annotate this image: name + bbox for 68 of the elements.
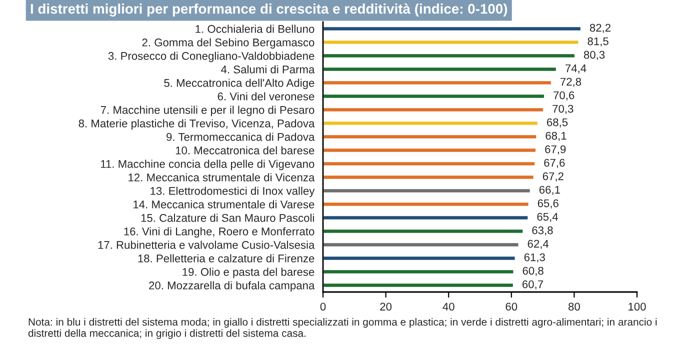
y-tick-label: 11. Macchine concia della pelle di Vigevano <box>100 160 314 170</box>
data-label: 68,5 <box>546 118 568 128</box>
y-tick-label: 19. Olio e pasta del barese <box>182 268 314 278</box>
y-tick-label: 5. Meccatronica dell'Alto Adige <box>164 78 314 90</box>
bar <box>323 242 520 248</box>
y-tick-label: 13. Elettrodomestici di Inox valley <box>150 186 315 198</box>
bar <box>323 201 530 208</box>
y-tick-label: 4. Salumi di Parma <box>221 65 315 74</box>
x-tick-label: 80 <box>568 302 580 311</box>
bar <box>323 134 538 140</box>
bar <box>323 255 516 262</box>
data-label: 63,8 <box>532 226 553 236</box>
data-label: 67,6 <box>544 158 565 168</box>
y-tick-label: 12. Meccanica strumentale di Vicenza <box>128 173 315 182</box>
data-label: 67,9 <box>545 145 566 155</box>
y-tick-label: 7. Macchine utensili e per il legno di Pesaro <box>100 106 314 116</box>
bar <box>323 52 576 59</box>
data-label: 60,8 <box>522 266 544 276</box>
y-tick-label: 15. Calzature di San Mauro Pascoli <box>141 214 314 222</box>
x-tick-label: 100 <box>628 302 646 311</box>
y-tick-label: 3. Prosecco di Conegliano-Valdobbiadene <box>108 52 314 62</box>
data-label: 80,3 <box>584 50 605 60</box>
data-label: 74,4 <box>566 64 586 74</box>
y-tick-label: 10. Meccatronica del barese <box>176 146 314 154</box>
data-label: 60,7 <box>522 280 543 290</box>
y-tick-label: 16. Vini di Langhe, Roero e Monferrato <box>124 227 314 238</box>
bar <box>323 120 539 126</box>
bar <box>323 93 546 100</box>
x-tick-label: 20 <box>380 302 392 311</box>
y-tick-label: 2. Gomma del Sebino Bergamasco <box>142 38 314 49</box>
y-tick-label: 6. Vini del veronese <box>218 92 314 100</box>
bar <box>323 282 514 288</box>
bar <box>323 26 582 32</box>
y-tick-label: 14. Meccanica strumentale di Varese <box>134 200 314 208</box>
bar <box>323 228 524 234</box>
data-label: 70,6 <box>554 91 574 101</box>
data-label: 61,3 <box>524 253 545 263</box>
bar <box>323 147 537 154</box>
data-label: 72,8 <box>560 78 582 88</box>
data-label: 81,5 <box>588 37 608 47</box>
data-label: 66,1 <box>539 186 560 196</box>
y-tick-label: 8. Materie plastiche di Treviso, Vicenza, Padova <box>78 119 315 130</box>
y-tick-label: 1. Occhialeria di Belluno <box>196 24 314 33</box>
bar <box>323 174 535 180</box>
data-label: 65,4 <box>537 212 558 222</box>
bar <box>323 80 552 86</box>
y-tick-label: 18. Pelletteria e calzature di Firenze <box>138 254 314 262</box>
bar <box>323 160 536 167</box>
bar <box>323 39 580 46</box>
bar <box>323 214 530 221</box>
bar <box>323 188 532 194</box>
bar <box>323 106 544 113</box>
data-label: 82,2 <box>590 24 611 34</box>
bar <box>323 268 515 275</box>
x-tick-label: 0 <box>320 302 326 311</box>
text: Nota: in blu i distretti del sistema moda; in giallo i distretti specializzati in gomma e plastica; in verde i distretti agro-alimentari; in arancio i distretti della meccanica; in grigio i distretti del sistema casa. <box>28 318 657 339</box>
data-label: 65,6 <box>538 199 558 209</box>
x-tick-label: 60 <box>506 302 518 311</box>
y-tick-label: 9. Termomeccanica di Padova <box>166 132 315 141</box>
chart-title: I distretti migliori per performance di crescita e redditività (indice: 0-100) <box>30 3 508 17</box>
x-tick-label: 40 <box>442 302 454 311</box>
y-tick-label: 20. Mozzarella di bufala campana <box>149 281 315 292</box>
data-label: 68,1 <box>546 132 566 142</box>
bar <box>323 66 558 72</box>
y-tick-label: 17. Rubinetteria e valvolame Cusio-Valsesia <box>98 240 315 249</box>
data-label: 67,2 <box>542 172 564 182</box>
data-label: 62,4 <box>528 240 549 250</box>
data-label: 70,3 <box>552 104 574 114</box>
